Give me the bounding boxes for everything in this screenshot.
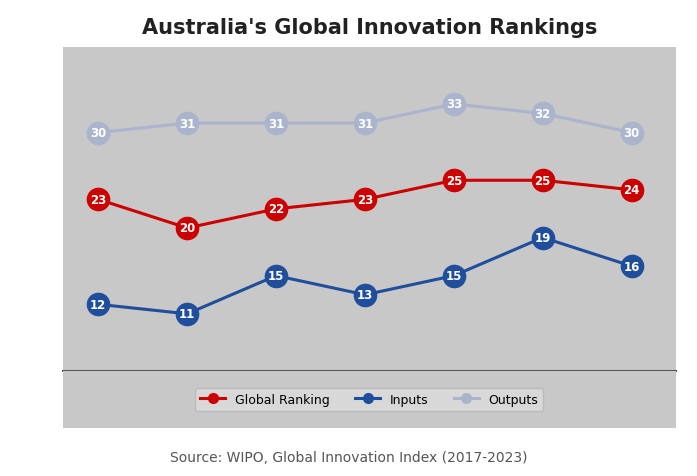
Text: 13: 13 (357, 288, 373, 302)
Text: 22: 22 (268, 203, 284, 216)
Text: 33: 33 (446, 98, 462, 111)
Text: 16: 16 (623, 260, 640, 273)
Text: 23: 23 (90, 193, 107, 207)
Text: 19: 19 (535, 231, 551, 245)
Text: 25: 25 (445, 174, 462, 188)
Text: 31: 31 (268, 117, 284, 130)
Text: 20: 20 (179, 222, 195, 235)
Text: 30: 30 (90, 127, 107, 140)
Text: 23: 23 (357, 193, 373, 207)
Text: 30: 30 (624, 127, 640, 140)
Text: 11: 11 (179, 307, 195, 321)
Text: Source: WIPO, Global Innovation Index (2017-2023): Source: WIPO, Global Innovation Index (2… (170, 450, 527, 464)
Legend: Global Ranking, Inputs, Outputs: Global Ranking, Inputs, Outputs (195, 388, 544, 411)
Text: 25: 25 (535, 174, 551, 188)
Text: 31: 31 (357, 117, 373, 130)
Text: 15: 15 (445, 269, 462, 283)
Text: 15: 15 (268, 269, 284, 283)
Text: 12: 12 (90, 298, 107, 311)
Text: 31: 31 (179, 117, 195, 130)
Text: 32: 32 (535, 108, 551, 121)
Text: 24: 24 (623, 184, 640, 197)
Title: Australia's Global Innovation Rankings: Australia's Global Innovation Rankings (141, 18, 597, 38)
